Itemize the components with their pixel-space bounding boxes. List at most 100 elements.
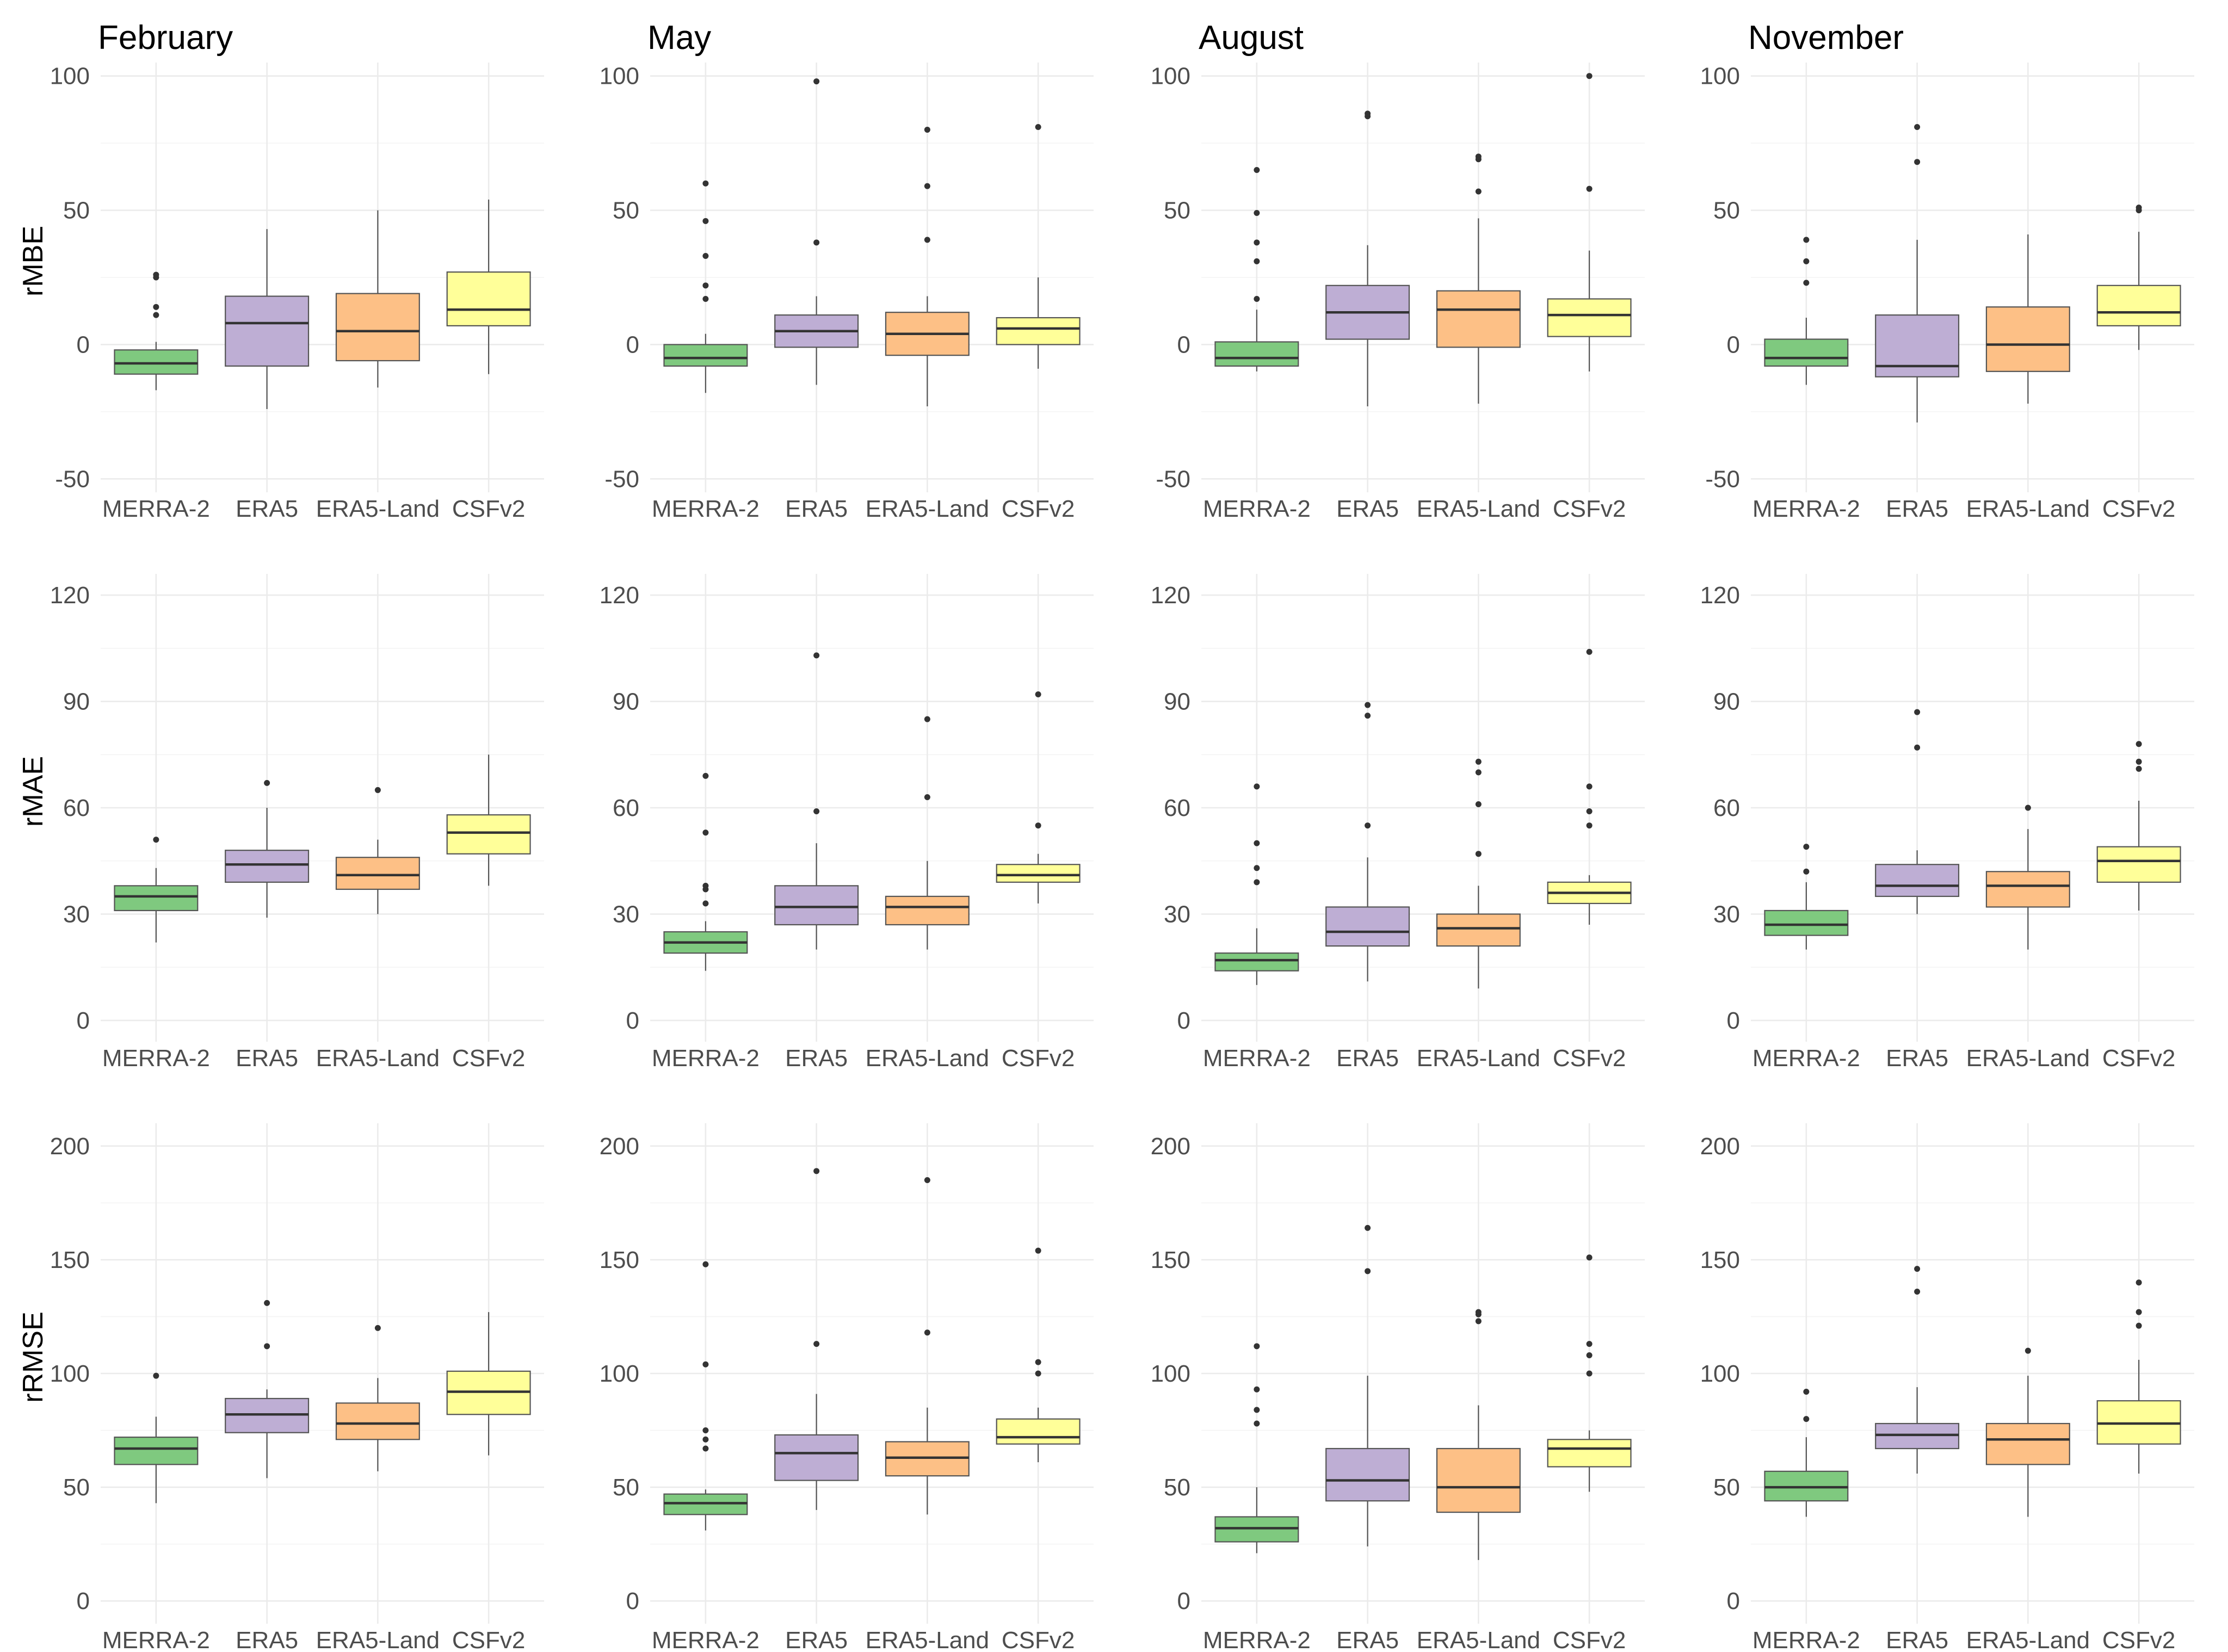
outlier-point-rrmse-may-merra-2 (702, 1436, 709, 1443)
y-tick-label: 60 (1164, 795, 1190, 821)
y-tick-label: 0 (1177, 1007, 1190, 1034)
x-tick-label-era5: ERA5 (236, 496, 298, 522)
y-tick-label: 50 (1164, 1474, 1190, 1501)
outlier-point-rmbe-november-merra-2 (1803, 237, 1810, 243)
outlier-point-rmbe-february-merra-2 (153, 271, 159, 278)
x-tick-label-era5: ERA5 (785, 1627, 848, 1652)
outlier-point-rrmse-august-merra-2 (1254, 1420, 1260, 1427)
outlier-point-rrmse-august-csfv2 (1586, 1254, 1593, 1261)
box-rmae-august-era5-land (1436, 913, 1521, 947)
outlier-point-rmbe-august-merra-2 (1254, 239, 1260, 246)
x-tick-label-merra-2: MERRA-2 (102, 496, 210, 522)
outlier-point-rmbe-august-csfv2 (1586, 73, 1593, 79)
y-tick-label: 150 (600, 1247, 639, 1273)
y-tick-label: 0 (1727, 1007, 1740, 1034)
outlier-point-rmae-august-merra-2 (1254, 783, 1260, 790)
x-tick-label-era5: ERA5 (785, 1045, 848, 1072)
outlier-point-rrmse-august-era5 (1365, 1268, 1371, 1274)
x-tick-label-merra-2: MERRA-2 (1203, 1627, 1311, 1652)
box-rmae-november-csfv2 (2096, 846, 2181, 883)
y-tick-label: 0 (626, 331, 639, 358)
box-rmae-may-csfv2 (996, 864, 1081, 883)
outlier-point-rmbe-may-merra-2 (702, 296, 709, 302)
x-tick-label-csfv2: CSFv2 (2102, 496, 2175, 522)
outlier-point-rrmse-august-merra-2 (1254, 1386, 1260, 1393)
y-tick-label: 0 (77, 1007, 90, 1034)
box-rmae-may-era5 (774, 885, 859, 926)
box-rmbe-november-era5 (1875, 314, 1960, 378)
box-rmae-august-era5 (1325, 906, 1410, 947)
box-rrmse-may-era5 (774, 1434, 859, 1481)
outlier-point-rmbe-may-era5-land (924, 237, 930, 243)
outlier-point-rmbe-november-csfv2 (2136, 205, 2142, 211)
outlier-point-rmbe-august-era5-land (1475, 188, 1482, 195)
box-rmae-february-era5 (225, 850, 310, 883)
x-tick-label-csfv2: CSFv2 (1002, 496, 1075, 522)
y-tick-label: 50 (1713, 1474, 1740, 1501)
x-tick-label-era5-land: ERA5-Land (866, 1045, 989, 1072)
y-tick-label: 0 (77, 331, 90, 358)
box-rmbe-august-csfv2 (1547, 298, 1632, 337)
y-tick-label: 100 (1700, 1360, 1740, 1387)
box-rrmse-may-csfv2 (996, 1418, 1081, 1445)
y-tick-label: 0 (626, 1588, 639, 1614)
y-axis-title-rmae: rMAE (17, 756, 49, 827)
outlier-point-rmae-november-csfv2 (2136, 741, 2142, 747)
outlier-point-rmae-may-era5-land (924, 716, 930, 722)
outlier-point-rmae-august-csfv2 (1586, 648, 1593, 655)
outlier-point-rrmse-november-merra-2 (1803, 1416, 1810, 1422)
x-tick-label-merra-2: MERRA-2 (652, 1627, 760, 1652)
outlier-point-rmae-august-csfv2 (1586, 822, 1593, 829)
x-tick-label-era5: ERA5 (236, 1045, 298, 1072)
outlier-point-rmae-august-era5 (1365, 713, 1371, 719)
outlier-point-rrmse-august-csfv2 (1586, 1341, 1593, 1347)
y-tick-label: 120 (50, 582, 90, 609)
x-tick-label-era5: ERA5 (1336, 1627, 1399, 1652)
y-tick-label: 100 (50, 1360, 90, 1387)
box-rrmse-august-era5 (1325, 1447, 1410, 1502)
y-tick-label: 200 (1151, 1133, 1190, 1160)
outlier-point-rrmse-august-era5 (1365, 1224, 1371, 1231)
outlier-point-rmae-november-era5-land (2025, 805, 2031, 811)
x-tick-label-era5: ERA5 (1886, 1045, 1948, 1072)
outlier-point-rmbe-february-merra-2 (153, 312, 159, 318)
box-rmae-february-era5-land (335, 857, 420, 890)
y-tick-label: 100 (1151, 1360, 1190, 1387)
box-rrmse-august-csfv2 (1547, 1439, 1632, 1468)
box-rmae-february-merra-2 (114, 885, 199, 912)
box-rrmse-february-era5-land (335, 1402, 420, 1440)
y-tick-label: 50 (63, 197, 90, 224)
outlier-point-rrmse-may-csfv2 (1035, 1359, 1041, 1365)
outlier-point-rrmse-november-csfv2 (2136, 1309, 2142, 1315)
y-tick-label: -50 (1156, 466, 1190, 492)
outlier-point-rmbe-may-era5-land (924, 126, 930, 133)
outlier-point-rmae-august-merra-2 (1254, 840, 1260, 846)
y-tick-label: 100 (600, 1360, 639, 1387)
x-tick-label-merra-2: MERRA-2 (652, 496, 760, 522)
x-tick-label-era5-land: ERA5-Land (1966, 496, 2090, 522)
box-rmbe-august-era5-land (1436, 290, 1521, 348)
outlier-point-rmae-may-merra-2 (702, 882, 709, 889)
outlier-point-rmbe-november-era5 (1914, 124, 1921, 130)
outlier-point-rmae-august-merra-2 (1254, 865, 1260, 871)
outlier-point-rrmse-may-csfv2 (1035, 1247, 1041, 1254)
y-tick-label: 0 (1727, 331, 1740, 358)
outlier-point-rmbe-november-merra-2 (1803, 280, 1810, 286)
y-tick-label: 50 (613, 197, 639, 224)
outlier-point-rmae-august-csfv2 (1586, 783, 1593, 790)
outlier-point-rmae-november-merra-2 (1803, 868, 1810, 875)
x-tick-label-era5-land: ERA5-Land (1966, 1627, 2090, 1652)
y-tick-label: 60 (1713, 795, 1740, 821)
outlier-point-rmbe-august-merra-2 (1254, 167, 1260, 173)
outlier-point-rmbe-november-merra-2 (1803, 258, 1810, 264)
outlier-point-rrmse-may-era5-land (924, 1177, 930, 1184)
y-tick-label: 50 (613, 1474, 639, 1501)
box-rmbe-november-era5-land (1985, 306, 2070, 372)
outlier-point-rmbe-may-merra-2 (702, 180, 709, 187)
x-tick-label-csfv2: CSFv2 (1553, 496, 1626, 522)
x-tick-label-csfv2: CSFv2 (452, 1627, 525, 1652)
x-tick-label-merra-2: MERRA-2 (1752, 1627, 1860, 1652)
month-title-february: February (98, 19, 233, 57)
outlier-point-rmae-august-era5-land (1475, 769, 1482, 776)
outlier-point-rrmse-august-era5-land (1475, 1309, 1482, 1315)
